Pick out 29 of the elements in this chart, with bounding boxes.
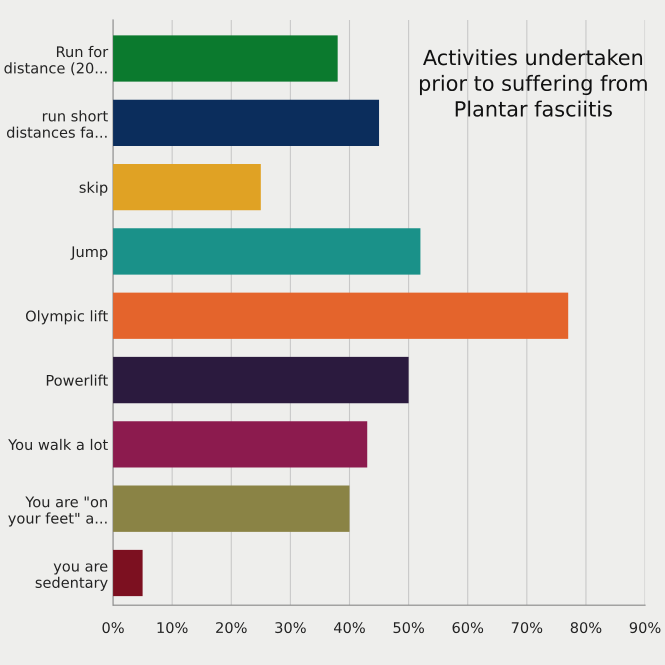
bar xyxy=(113,486,350,532)
y-tick-label: you are sedentary xyxy=(36,563,108,591)
x-tick-label: 90% xyxy=(630,622,660,634)
y-tick-label: You are "on your feet" a... xyxy=(8,496,107,527)
y-tick-label: skip xyxy=(80,182,108,196)
bar xyxy=(113,35,338,82)
x-tick-label: 30% xyxy=(275,622,306,634)
bar xyxy=(113,228,420,275)
bar xyxy=(113,164,261,210)
x-tick-label: 20% xyxy=(216,622,247,634)
y-tick-label: Olympic lift xyxy=(26,310,108,324)
y-tick-label: Powerlift xyxy=(46,374,108,386)
x-tick-label: 50% xyxy=(394,622,424,634)
x-tick-label: 10% xyxy=(158,622,188,634)
text: Activities undertaken prior to suffering from Plantar fasciitis xyxy=(420,49,647,117)
bar xyxy=(113,356,409,404)
x-tick-label: 70% xyxy=(512,622,542,634)
y-tick-label: Run for distance (20... xyxy=(4,46,108,76)
x-tick-label: 40% xyxy=(334,622,365,634)
y-tick-label: Jump xyxy=(70,246,108,260)
bar xyxy=(113,292,568,339)
x-tick-label: 80% xyxy=(570,622,602,634)
y-tick-label: You walk a lot xyxy=(8,438,108,450)
y-tick-label: run short distances fa... xyxy=(6,110,108,138)
bar xyxy=(113,550,143,596)
x-tick-label: 60% xyxy=(452,622,484,634)
bar xyxy=(113,100,380,146)
x-tick-label: 0% xyxy=(102,622,124,634)
bar xyxy=(113,421,368,468)
